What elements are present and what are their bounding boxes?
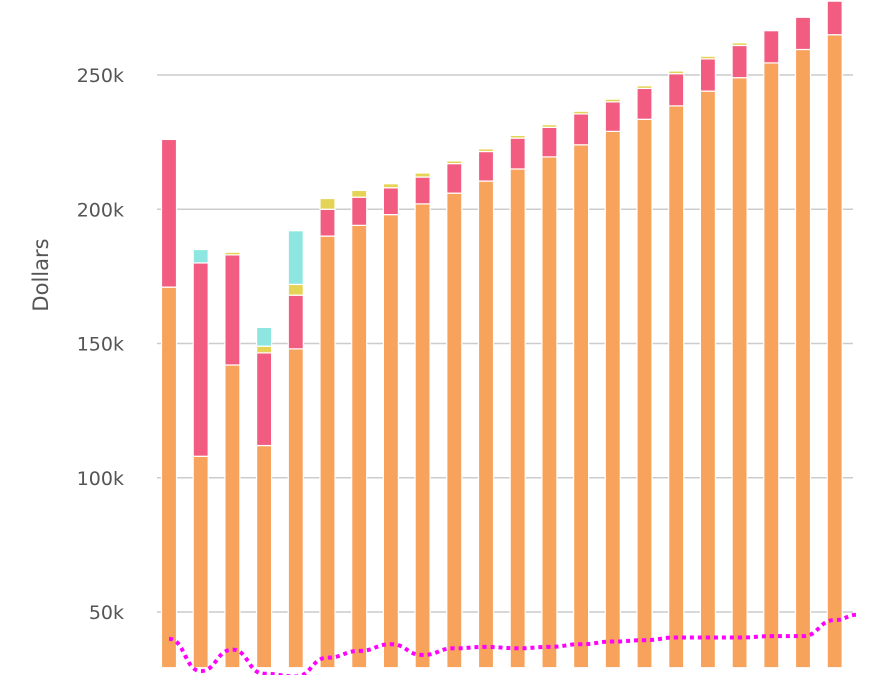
- bar-segment-orange: [287, 348, 304, 669]
- bar-segment-orange: [256, 444, 273, 669]
- bar-segment-yellow: [572, 110, 590, 115]
- bar-segment-pink: [224, 254, 241, 366]
- y-tick-label: 150k: [77, 334, 124, 356]
- bar-segment-orange: [699, 90, 717, 669]
- bar-segment-pink: [351, 196, 368, 226]
- bar-segment-cyan: [192, 248, 209, 264]
- bar-segment-orange: [224, 364, 241, 669]
- bar-segment-orange: [572, 144, 590, 669]
- bar-segment-pink: [414, 176, 431, 205]
- bar-segment-pink: [287, 294, 304, 350]
- bar-segment-orange: [763, 62, 780, 669]
- bar-segment-orange: [477, 180, 495, 669]
- bar-segment-yellow: [351, 189, 368, 198]
- bar-segment-yellow: [446, 160, 463, 165]
- y-tick-label: 50k: [89, 602, 124, 624]
- bar-segment-pink: [477, 150, 495, 182]
- bar-segment-yellow: [636, 85, 653, 90]
- y-tick-label: 200k: [77, 199, 124, 221]
- bar-segment-yellow: [731, 42, 748, 47]
- bar-segment-orange: [446, 192, 463, 669]
- bar-segment-orange: [509, 168, 526, 669]
- bar-segment-pink: [541, 126, 558, 158]
- bar-segment-pink: [636, 87, 653, 120]
- y-tick-label: 250k: [77, 65, 124, 87]
- bar-segment-orange: [636, 118, 653, 669]
- bar-segment-orange: [160, 286, 178, 669]
- bar-segment-pink: [699, 58, 717, 92]
- bar-segment-pink: [382, 187, 399, 216]
- y-tick-label: 100k: [77, 468, 124, 490]
- bar-segment-pink: [731, 44, 748, 79]
- bar-segment-yellow: [477, 148, 495, 153]
- bar-segment-pink: [763, 30, 780, 64]
- bar-segment-orange: [604, 130, 621, 669]
- line-series: [168, 612, 859, 675]
- bar-segment-yellow: [604, 98, 621, 103]
- bar-segment-pink: [668, 73, 685, 107]
- bar-segment-yellow: [319, 197, 336, 210]
- bar-segment-yellow: [699, 55, 717, 60]
- bar-segment-orange: [414, 203, 431, 669]
- bars: [160, 0, 843, 669]
- bar-segment-pink: [509, 137, 526, 170]
- bar-segment-orange: [192, 455, 209, 669]
- y-axis-tick-labels: 50k 100k 150k 200k 250k: [77, 65, 124, 624]
- bar-segment-yellow: [224, 251, 241, 256]
- bar-segment-yellow: [541, 124, 558, 128]
- bar-segment-orange: [382, 214, 399, 669]
- bar-segment-orange: [826, 34, 843, 669]
- bar-segment-orange: [731, 77, 748, 669]
- bar-segment-cyan: [256, 326, 273, 347]
- bar-segment-yellow: [414, 172, 431, 178]
- bar-segment-yellow: [382, 183, 399, 189]
- bar-segment-orange: [794, 48, 812, 669]
- bar-segment-yellow: [287, 283, 304, 296]
- bar-segment-pink: [604, 101, 621, 132]
- bar-segment-orange: [668, 105, 685, 669]
- bar-segment-pink: [572, 113, 590, 146]
- bar-segment-orange: [351, 224, 368, 669]
- bar-segment-yellow: [509, 134, 526, 139]
- bar-segment-pink: [794, 16, 812, 51]
- bar-segment-yellow: [256, 345, 273, 354]
- bar-segment-pink: [446, 163, 463, 194]
- y-axis-title: Dollars: [29, 238, 53, 311]
- bar-segment-pink: [826, 0, 843, 36]
- bar-segment-orange: [541, 156, 558, 669]
- bar-segment-pink: [256, 352, 273, 447]
- bar-segment-pink: [160, 138, 178, 288]
- bar-segment-pink: [192, 262, 209, 457]
- bar-segment-pink: [319, 208, 336, 237]
- bar-segment-orange: [319, 235, 336, 669]
- bar-segment-yellow: [668, 70, 685, 75]
- bar-segment-cyan: [287, 230, 304, 286]
- line-series-path: [168, 612, 859, 675]
